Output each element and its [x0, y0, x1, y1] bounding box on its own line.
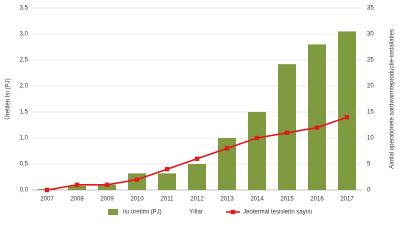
bar: [338, 31, 356, 191]
bar: [308, 44, 326, 191]
marker: [284, 130, 290, 135]
y2-tick-label: 10: [367, 136, 374, 142]
y-axis-label: Üretilen Isı (PJ): [5, 78, 12, 119]
x-tick-label: 2016: [310, 197, 324, 203]
y2-tick-label: 5: [367, 162, 371, 168]
x-tick-label: 2007: [40, 197, 54, 203]
legend-swatch: [108, 209, 118, 215]
marker: [164, 167, 170, 172]
x-tick-label: 2011: [161, 197, 175, 203]
bar: [278, 64, 296, 190]
y-tick-label: 2,0: [20, 84, 29, 90]
y2-tick-label: 25: [367, 58, 374, 64]
x-tick-label: 2017: [340, 197, 354, 203]
marker: [224, 146, 230, 151]
y-tick-label: 0,5: [20, 162, 29, 168]
y-tick-label: 1,0: [20, 136, 29, 142]
marker: [104, 182, 110, 187]
marker: [44, 187, 50, 193]
marker: [74, 182, 80, 187]
bar: [158, 173, 176, 190]
y-tick-label: 3,5: [20, 6, 29, 12]
bar: [218, 138, 236, 190]
x-tick-label: 2015: [280, 197, 294, 203]
y2-tick-label: 30: [367, 32, 374, 38]
legend-swatch: [230, 209, 236, 215]
bar: [188, 164, 206, 190]
x-tick-label: 2013: [220, 197, 234, 203]
bar: [98, 184, 116, 190]
y-tick-label: 0,0: [20, 188, 29, 194]
y-tick-label: 2,5: [20, 58, 29, 64]
y2-tick-label: 15: [367, 110, 374, 116]
chart: Üretilen Isı (PJ) Aantal operationele aa…: [5, 6, 396, 216]
y-tick-label: 3,0: [20, 32, 29, 38]
x-tick-label: 2012: [190, 197, 204, 203]
x-tick-label: 2014: [250, 197, 264, 203]
x-tick-label: 2009: [100, 197, 114, 203]
y2-axis-label: Aantal operationele aardwarmteproductie-…: [390, 29, 396, 169]
y-tick-label: 1,5: [20, 110, 29, 116]
y2-tick-label: 35: [367, 6, 374, 12]
marker: [254, 135, 260, 141]
legend-label: Isı üretimi (PJ): [123, 210, 162, 216]
y2-tick-label: 0: [367, 188, 371, 194]
bar: [248, 112, 266, 190]
bar: [68, 185, 86, 190]
y2-tick-label: 20: [367, 84, 374, 90]
legend-label: Jeotermal tesislerin sayısı: [243, 210, 312, 216]
x-tick-label: 2010: [130, 197, 144, 203]
marker: [314, 125, 320, 130]
x-axis-label: Yıllar: [189, 210, 203, 216]
marker: [194, 156, 200, 161]
x-tick-label: 2008: [70, 197, 84, 203]
marker: [134, 177, 140, 182]
marker: [344, 115, 350, 120]
